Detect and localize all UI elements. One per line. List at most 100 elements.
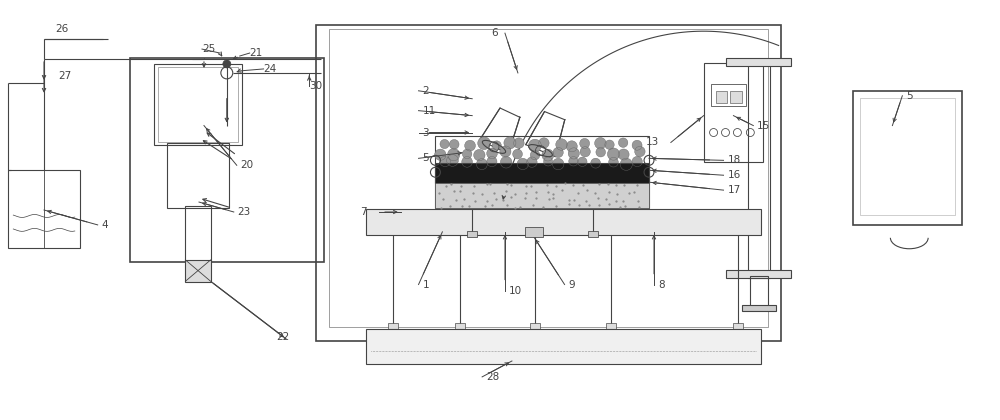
Circle shape (527, 157, 537, 167)
Bar (860, 98, 955, 215)
Circle shape (223, 60, 231, 68)
Bar (329, 29, 768, 327)
Circle shape (448, 149, 460, 161)
Bar (455, 323, 465, 331)
Bar (8, 170, 80, 248)
Text: 3: 3 (423, 128, 429, 137)
Text: 5: 5 (906, 91, 913, 101)
Bar (154, 64, 242, 145)
Circle shape (556, 139, 567, 150)
Text: 26: 26 (55, 24, 68, 34)
Circle shape (605, 140, 614, 150)
Circle shape (449, 139, 459, 149)
Circle shape (440, 139, 449, 149)
Text: 9: 9 (569, 279, 575, 289)
Text: 17: 17 (727, 185, 741, 195)
Circle shape (618, 149, 629, 160)
Circle shape (492, 141, 501, 150)
Bar (388, 323, 398, 331)
Text: 2: 2 (423, 86, 429, 96)
Circle shape (504, 137, 516, 149)
Bar (167, 144, 229, 208)
Text: 13: 13 (646, 137, 659, 147)
Bar (726, 58, 791, 66)
Circle shape (578, 157, 587, 166)
Circle shape (500, 146, 511, 157)
Bar (530, 323, 540, 331)
Circle shape (513, 149, 522, 159)
Bar (185, 260, 211, 281)
Circle shape (478, 137, 490, 150)
Circle shape (530, 150, 540, 160)
Bar (316, 25, 781, 341)
Bar (742, 305, 776, 311)
Bar (588, 231, 598, 237)
Bar (435, 163, 649, 183)
Circle shape (566, 141, 577, 152)
Circle shape (591, 158, 601, 168)
Circle shape (487, 157, 497, 167)
Circle shape (474, 150, 485, 161)
Bar (366, 329, 761, 364)
Text: 15: 15 (757, 121, 771, 131)
Bar (366, 209, 761, 235)
Bar (606, 323, 616, 331)
Circle shape (607, 148, 620, 160)
Circle shape (632, 156, 642, 167)
Circle shape (462, 157, 472, 167)
Circle shape (500, 157, 512, 168)
Bar (435, 183, 649, 208)
Circle shape (440, 156, 450, 167)
Text: 24: 24 (264, 64, 277, 74)
Text: 22: 22 (276, 332, 290, 342)
Text: 30: 30 (309, 81, 322, 91)
Text: 4: 4 (102, 220, 108, 230)
Circle shape (447, 155, 458, 166)
Bar (730, 91, 742, 103)
Circle shape (580, 147, 590, 157)
Circle shape (553, 147, 563, 158)
Circle shape (609, 158, 618, 167)
Circle shape (465, 140, 475, 151)
Circle shape (528, 139, 541, 152)
Text: 27: 27 (58, 71, 71, 81)
Circle shape (580, 139, 590, 148)
Circle shape (596, 147, 605, 157)
Text: 20: 20 (241, 160, 254, 170)
Text: 18: 18 (727, 155, 741, 165)
Bar (750, 276, 768, 310)
Circle shape (514, 138, 524, 148)
Text: 8: 8 (658, 279, 665, 289)
Text: 11: 11 (423, 106, 436, 116)
Circle shape (635, 146, 645, 157)
Circle shape (544, 157, 553, 166)
Bar (853, 91, 962, 225)
Circle shape (552, 158, 564, 170)
Circle shape (569, 157, 578, 166)
Text: 10: 10 (509, 286, 522, 297)
Text: 5: 5 (423, 153, 429, 163)
Circle shape (487, 148, 497, 159)
Bar (726, 270, 791, 278)
Circle shape (632, 140, 642, 150)
Text: 1: 1 (423, 279, 429, 289)
Bar (185, 206, 211, 262)
Bar (704, 63, 763, 162)
Circle shape (595, 137, 606, 149)
Circle shape (476, 159, 487, 170)
Text: 25: 25 (202, 44, 215, 54)
Text: 28: 28 (486, 372, 499, 382)
Text: 6: 6 (492, 28, 498, 38)
Bar (467, 231, 477, 237)
Bar (711, 84, 746, 106)
Text: 21: 21 (250, 48, 263, 58)
Circle shape (620, 158, 632, 171)
Bar (733, 323, 743, 331)
Circle shape (542, 149, 554, 161)
Text: 7: 7 (360, 207, 367, 217)
Circle shape (462, 149, 472, 159)
Circle shape (568, 148, 579, 159)
Circle shape (435, 149, 446, 160)
Bar (748, 61, 770, 278)
Circle shape (618, 138, 628, 147)
